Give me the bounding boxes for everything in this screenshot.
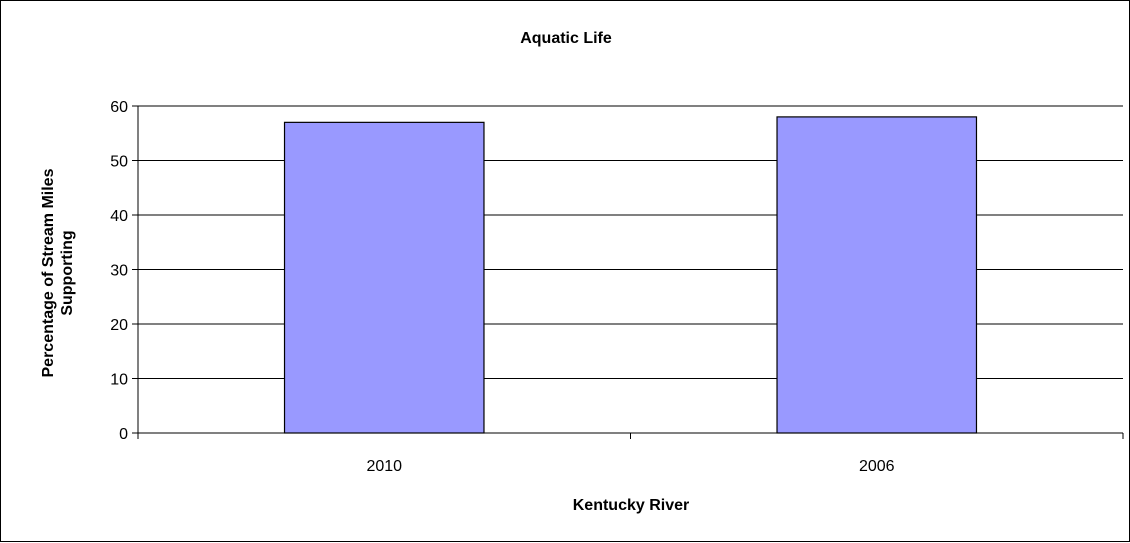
bar-2010 (283, 121, 485, 434)
x-tick-label: 2006 (859, 458, 895, 475)
x-axis-title: Kentucky River (573, 497, 690, 514)
y-tick-label: 50 (110, 154, 128, 171)
y-tick-label: 10 (110, 372, 128, 389)
y-tick-label: 60 (110, 99, 128, 116)
y-axis-title-line-1: Percentage of Stream Miles (40, 168, 57, 377)
y-tick-label: 0 (119, 426, 128, 443)
y-axis-title: Percentage of Stream Miles Supporting (40, 168, 76, 377)
bar-2006 (776, 116, 978, 434)
y-tick-label: 20 (110, 317, 128, 334)
bars (283, 116, 978, 434)
tick-labels: 0 10 20 30 40 50 60 2010 2006 (110, 99, 894, 475)
x-tick-label: 2010 (366, 458, 402, 475)
y-tick-label: 30 (110, 263, 128, 280)
y-tick-label: 40 (110, 208, 128, 225)
axes (132, 105, 1124, 439)
chart-title: Aquatic Life (520, 30, 612, 47)
y-axis-title-line-2: Supporting (59, 230, 76, 315)
